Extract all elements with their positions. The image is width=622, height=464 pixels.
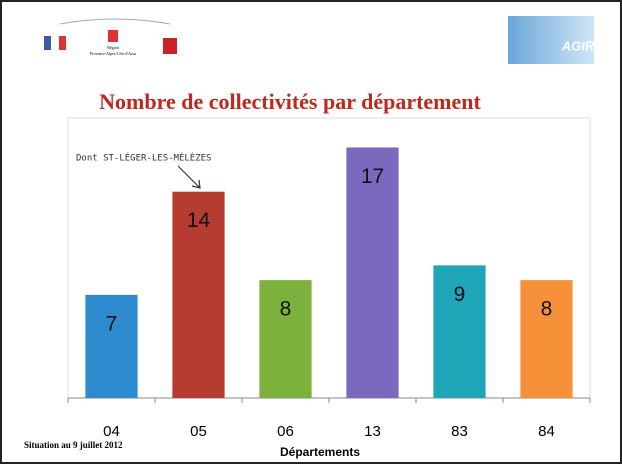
bar [346,147,399,398]
logo-agir [508,16,594,64]
x-tick-label: 84 [538,423,555,440]
bar [259,280,312,398]
bar [172,191,225,398]
region-text: Région [107,45,119,50]
data-label: 17 [361,165,384,188]
data-label: 9 [454,283,466,306]
data-label: 8 [541,298,553,321]
bar [433,265,486,398]
annotation-arrow [177,165,201,189]
x-axis-label: Départements [280,445,360,459]
data-label: 14 [187,209,211,232]
logo-region [108,30,118,42]
annotation: Dont ST-LÉGER-LES-MÉLÈZES [76,152,211,164]
x-tick-label: 06 [277,423,294,440]
logo-dept [163,38,177,54]
logo-arc [59,18,171,25]
x-tick-label: 83 [451,423,468,440]
logo-flag [51,36,59,50]
footnote: Situation au 9 juillet 2012 [24,440,123,450]
bar [85,294,138,398]
logo-agir-text: AGIR [561,38,595,53]
x-tick-label: 05 [190,423,207,440]
data-label: 7 [106,312,118,335]
region-text: Provence-Alpes-Côte d'Azur [90,51,137,56]
x-tick-label: 13 [364,423,381,440]
x-tick-label: 04 [103,423,120,440]
chart-title: Nombre de collectivités par département [99,89,481,114]
data-label: 8 [280,298,292,321]
logo-flag [59,36,66,50]
bar [520,280,573,398]
